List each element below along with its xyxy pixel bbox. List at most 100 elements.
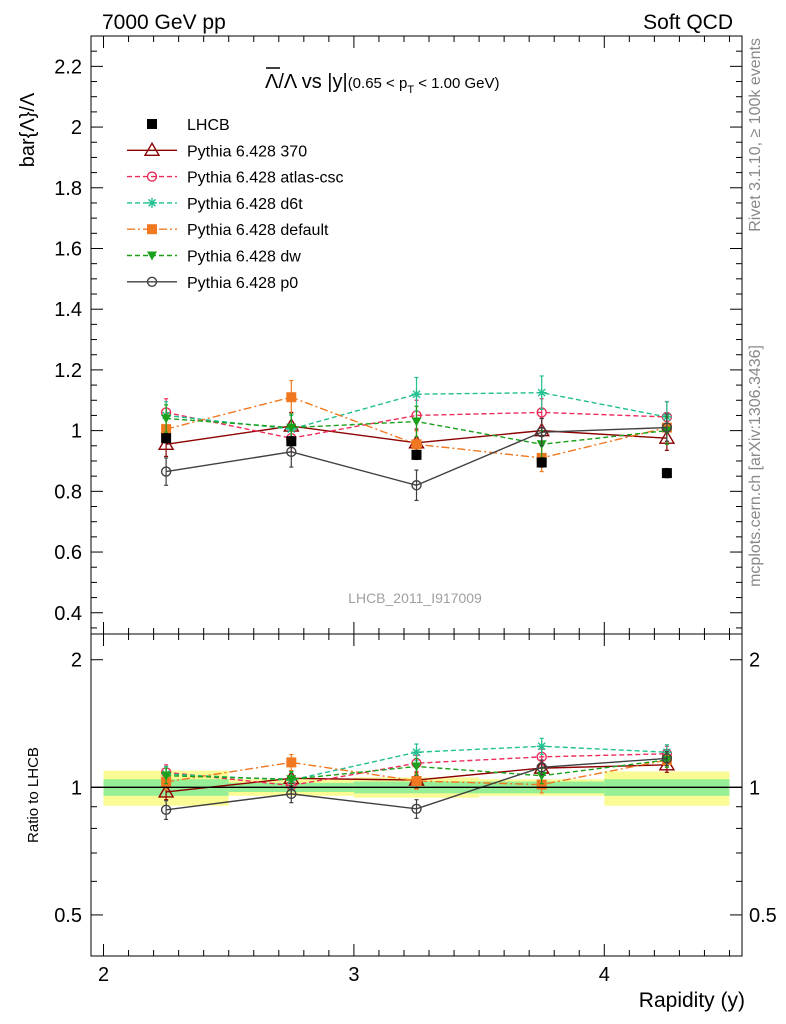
main-y-tick-label: 1.8 bbox=[54, 178, 82, 200]
series-pythia-6-428-370-point bbox=[157, 435, 175, 450]
legend-marker bbox=[147, 224, 157, 235]
main-y-tick-label: 0.6 bbox=[54, 542, 82, 564]
series-pythia-6-428-default-point bbox=[286, 392, 297, 403]
ratio-y-tick-label-right: 2 bbox=[749, 650, 760, 672]
star-stroke bbox=[537, 742, 546, 751]
series-pythia-6-428-dw-point bbox=[411, 417, 422, 427]
legend-label: LHCB bbox=[187, 117, 230, 134]
legend-marker bbox=[146, 276, 158, 287]
ratio-pythia-6-428-p0-point bbox=[286, 788, 297, 800]
series-pythia-6-428-p0 bbox=[160, 413, 673, 502]
header-left: 7000 GeV pp bbox=[102, 11, 226, 34]
series-pythia-6-428-d6t-point bbox=[411, 389, 422, 400]
legend-marker bbox=[147, 119, 157, 129]
legend-item-pythia-6-428-dw: Pythia 6.428 dw bbox=[127, 249, 301, 266]
ratio-pythia-6-428-default-point bbox=[536, 779, 547, 790]
main-y-tick-label: 1.4 bbox=[54, 299, 82, 321]
series-lhcb-point bbox=[161, 433, 172, 444]
series-lhcb-point bbox=[411, 449, 422, 460]
series-lhcb-point bbox=[661, 468, 672, 479]
ratio-pythia-6-428-dw-point bbox=[536, 771, 547, 781]
series-lhcb-point bbox=[536, 457, 547, 468]
legend-marker bbox=[147, 251, 157, 261]
legend-label: Pythia 6.428 default bbox=[187, 222, 329, 239]
ratio-pythia-6-428-p0-point bbox=[411, 803, 422, 814]
title-cut-close: < 1.00 GeV) bbox=[414, 75, 499, 92]
legend-label: Pythia 6.428 p0 bbox=[187, 275, 298, 292]
ratio-panel-frame bbox=[90, 633, 743, 957]
side-bottom-label: mcplots.cern.ch [arXiv:1306.3436] bbox=[747, 345, 764, 587]
legend-label: Pythia 6.428 atlas-csc bbox=[187, 170, 344, 187]
svg-text:Λ/Λ vs |y|(0.65 < pT < 1.00 Ge: Λ/Λ vs |y|(0.65 < pT < 1.00 GeV) bbox=[265, 71, 500, 96]
series-pythia-6-428-p0-point bbox=[286, 446, 297, 458]
ratio-pythia-6-428-dw-point bbox=[286, 775, 297, 785]
legend-item-pythia-6-428-atlas-csc: Pythia 6.428 atlas-csc bbox=[127, 170, 344, 187]
series-pythia-6-428-p0-point bbox=[411, 480, 422, 491]
x-tick-label: 3 bbox=[348, 964, 359, 986]
x-axis-label: Rapidity (y) bbox=[639, 989, 745, 1012]
main-y-tick-label: 0.8 bbox=[54, 481, 82, 503]
ratio-ylabel: Ratio to LHCB bbox=[25, 747, 42, 843]
ratio-pythia-6-428-default-line bbox=[166, 759, 668, 786]
legend-item-pythia-6-428-d6t: Pythia 6.428 d6t bbox=[127, 196, 303, 213]
title-ratio-text: /Λ vs |y| bbox=[278, 71, 347, 93]
legend-label: Pythia 6.428 dw bbox=[187, 249, 301, 266]
ratio-y-tick-label: 0.5 bbox=[54, 905, 82, 927]
series-pythia-6-428-p0-point bbox=[160, 466, 172, 477]
legend-item-pythia-6-428-370: Pythia 6.428 370 bbox=[127, 141, 307, 160]
series-pythia-6-428-dw-point bbox=[161, 414, 172, 424]
x-tick-label: 4 bbox=[599, 964, 610, 986]
legend-item-lhcb: LHCB bbox=[147, 117, 230, 134]
series-lhcb-point bbox=[286, 436, 297, 447]
series-pythia-6-428-p0-point bbox=[661, 422, 673, 433]
legend-item-pythia-6-428-p0: Pythia 6.428 p0 bbox=[127, 275, 298, 292]
star-stroke bbox=[148, 198, 156, 207]
ratio-pythia-6-428-p0-point bbox=[661, 753, 673, 764]
main-y-tick-label: 1 bbox=[71, 421, 82, 443]
side-top-label: Rivet 3.1.10, ≥ 100k events bbox=[747, 38, 764, 232]
main-ylabel: bar{Λ}/Λ bbox=[17, 92, 39, 167]
x-tick-label: 2 bbox=[98, 964, 109, 986]
series-lhcb bbox=[161, 433, 672, 479]
main-y-tick-label: 0.4 bbox=[54, 603, 82, 625]
main-y-tick-label: 2.2 bbox=[54, 56, 82, 78]
ratio-pythia-6-428-p0-point bbox=[536, 762, 547, 773]
ratio-y-tick-label: 1 bbox=[71, 777, 82, 799]
ratio-y-tick-label-right: 0.5 bbox=[749, 905, 777, 927]
ratio-pythia-6-428-dw-point bbox=[161, 771, 172, 781]
ratio-series-pythia-6-428-p0 bbox=[160, 750, 673, 821]
ratio-pythia-6-428-dw-point bbox=[411, 762, 422, 772]
title-cut-open: (0.65 < p bbox=[348, 75, 408, 92]
star-stroke bbox=[412, 748, 421, 757]
legend-marker bbox=[146, 171, 158, 182]
title-lambda-bar: Λ bbox=[265, 71, 279, 93]
legend: LHCB Pythia 6.428 370 Pythia 6.428 atlas-c… bbox=[127, 117, 344, 292]
series-pythia-6-428-d6t-point bbox=[536, 387, 547, 398]
ratio-pythia-6-428-atlas-csc-line bbox=[166, 753, 667, 787]
star-stroke bbox=[412, 390, 421, 399]
title-cut-sub: T bbox=[407, 84, 414, 96]
ratio-pythia-6-428-default-point bbox=[286, 757, 297, 768]
ratio-series bbox=[157, 737, 676, 821]
main-y-tick-label: 1.6 bbox=[54, 238, 82, 260]
ratio-pythia-6-428-370-point bbox=[157, 783, 175, 798]
watermark: LHCB_2011_I917009 bbox=[348, 590, 482, 606]
series-pythia-6-428-default-point bbox=[411, 439, 422, 450]
ratio-pythia-6-428-default-point bbox=[411, 775, 422, 786]
ratio-pythia-6-428-d6t-point bbox=[536, 741, 547, 752]
legend-marker bbox=[143, 141, 161, 157]
ratio-pythia-6-428-p0-point bbox=[160, 804, 172, 816]
main-series bbox=[157, 375, 676, 502]
main-y-tick-label: 2 bbox=[71, 117, 82, 139]
ratio-y-tick-label: 2 bbox=[71, 650, 82, 672]
star-stroke bbox=[537, 388, 546, 397]
legend-marker bbox=[147, 197, 157, 208]
ratio-y-tick-label-right: 1 bbox=[749, 777, 760, 799]
legend-item-pythia-6-428-default: Pythia 6.428 default bbox=[127, 222, 329, 239]
legend-label: Pythia 6.428 d6t bbox=[187, 196, 303, 213]
ratio-pythia-6-428-d6t-point bbox=[411, 747, 422, 758]
series-pythia-6-428-dw-point bbox=[286, 423, 297, 433]
axis-ticks: 2 3 4 0.4 0.6 0.8 1 1.2 1.4 1.6 1.8 2 2.2 0.5 0.5 1 1 2 2 bbox=[54, 35, 777, 986]
series-pythia-6-428-p0-point bbox=[536, 426, 547, 438]
